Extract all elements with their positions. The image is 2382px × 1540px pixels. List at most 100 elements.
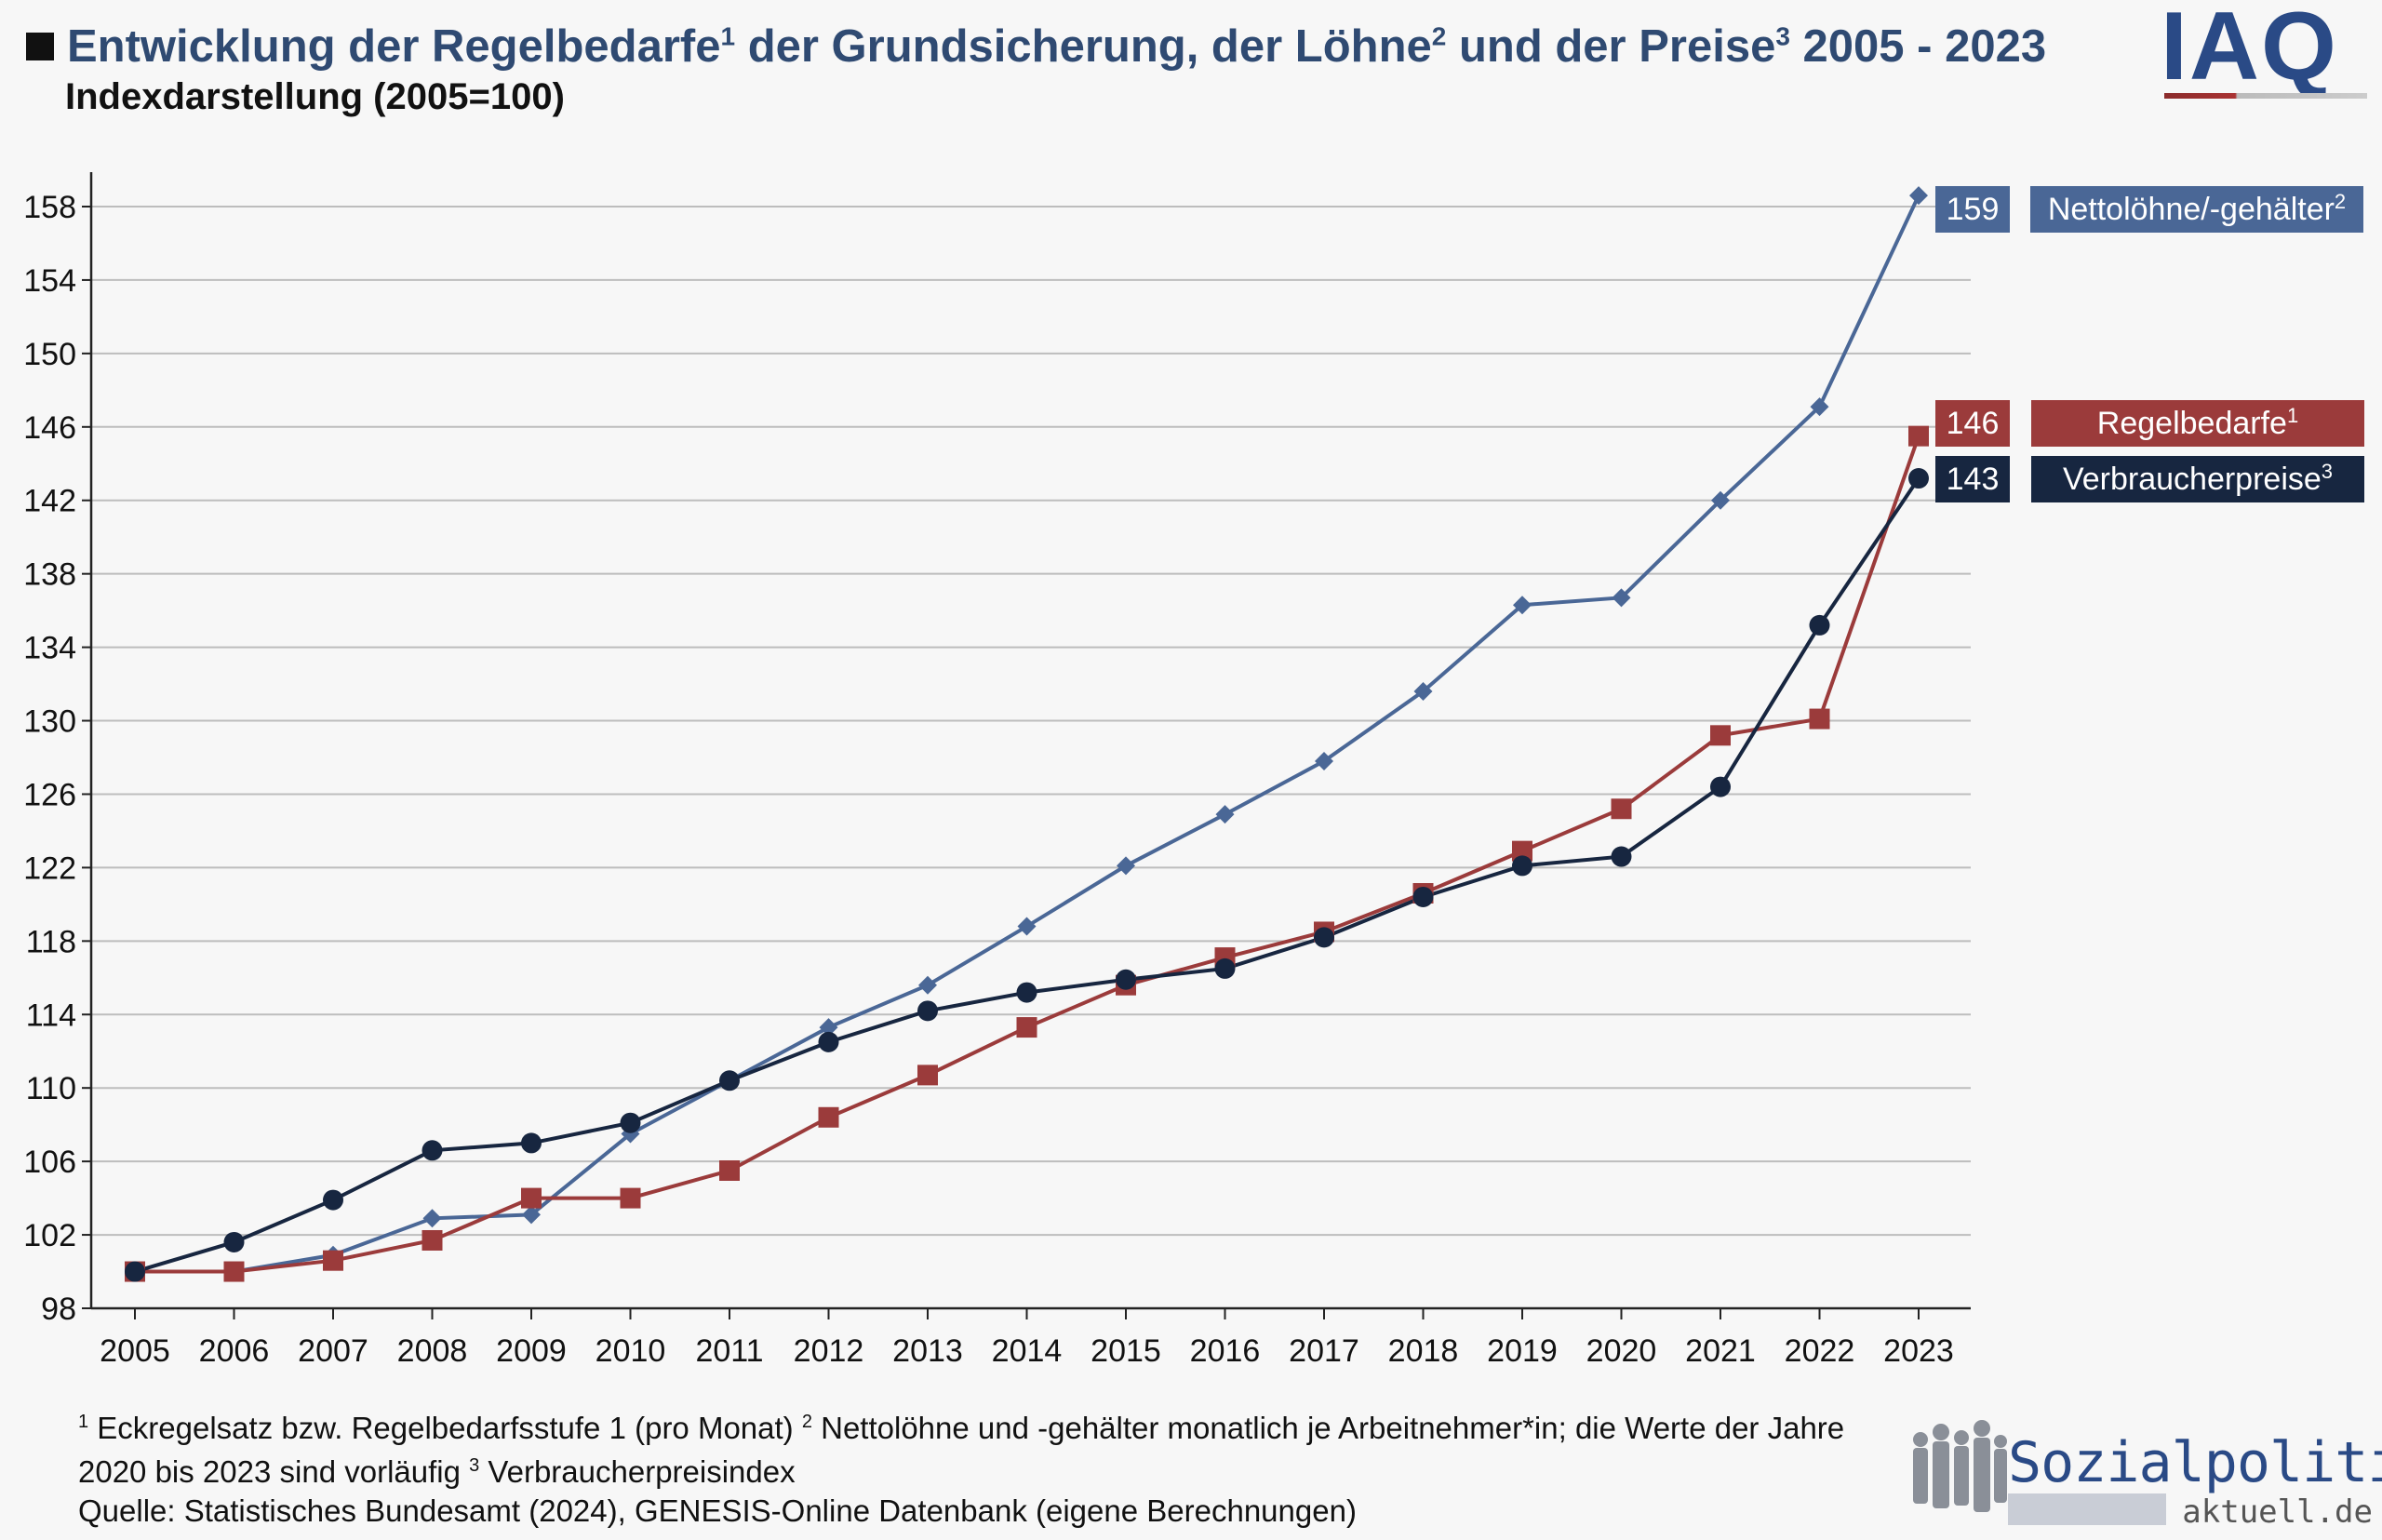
footnote-2-mark: 2 [801,1412,812,1432]
x-tick-label: 2016 [1190,1333,1261,1369]
sozialpolitik-logo-main: Sozialpolitik- [2008,1430,2382,1495]
data-point-circle [1908,468,1929,489]
y-tick-label: 110 [26,1071,76,1106]
data-point-circle [1611,846,1632,867]
data-point-square [1809,708,1830,730]
x-tick-label: 2019 [1487,1333,1558,1369]
y-tick-label: 102 [23,1218,76,1253]
series-name-box [2030,186,2363,233]
y-tick-label: 98 [41,1292,76,1327]
x-tick-label: 2020 [1586,1333,1657,1369]
iaq-logo-text: IAQ [2161,0,2338,100]
data-point-circle [917,1000,938,1022]
data-point-circle [1116,969,1136,990]
x-tick-label: 2013 [892,1333,963,1369]
end-value-label: 146 [1947,406,2000,441]
series-line-1 [135,435,1920,1274]
data-point-diamond [522,1205,541,1225]
x-tick-label: 2017 [1289,1333,1359,1369]
y-tick-label: 106 [23,1145,76,1180]
data-point-circle [1512,855,1532,877]
x-tick-label: 2014 [992,1333,1063,1369]
data-point-circle [223,1231,245,1252]
x-tick-label: 2012 [794,1333,864,1369]
title-sup-2: 2 [1431,21,1447,51]
y-tick-label: 142 [23,484,76,519]
data-point-square [223,1261,245,1282]
x-tick-label: 2008 [397,1333,468,1369]
iaq-logo: IAQ [2161,0,2370,104]
x-tick-label: 2011 [695,1333,763,1369]
data-point-diamond [1117,856,1135,876]
data-point-square [1016,1017,1037,1038]
y-tick-label: 154 [23,263,76,299]
title-part-3: und der Preise [1446,21,1776,72]
data-point-circle [818,1031,839,1052]
data-point-diamond [1315,751,1333,770]
data-point-diamond [819,1018,838,1038]
title-text: Entwicklung der Regelbedarfe1 der Grunds… [67,20,2046,73]
iaq-logo-bar [2164,93,2367,99]
data-point-circle [620,1112,641,1133]
y-tick-label: 138 [23,557,76,593]
source-note: Quelle: Statistisches Bundesamt (2024), … [78,1493,1357,1528]
y-tick-label: 114 [26,998,76,1033]
x-tick-label: 2018 [1388,1333,1459,1369]
x-tick-label: 2007 [298,1333,368,1369]
data-point-diamond [918,975,937,995]
data-point-circle [1710,776,1731,797]
data-point-circle [125,1261,145,1282]
x-tick-label: 2021 [1685,1333,1756,1369]
end-value-label: 143 [1947,462,2000,497]
data-point-diamond [1215,805,1235,824]
end-value-box [1935,456,2010,502]
title-part-2: der Grundsicherung, der Löhne [735,21,1432,72]
series-name-label: Regelbedarfe1 [2097,404,2298,441]
data-point-square [422,1229,443,1251]
data-point-circle [1214,957,1236,979]
footnote-1-text: Eckregelsatz bzw. Regelbedarfsstufe 1 (p… [88,1411,802,1445]
data-point-square [719,1160,740,1181]
x-tick-label: 2022 [1785,1333,1855,1369]
series-name-box [2031,456,2364,502]
x-tick-label: 2023 [1883,1333,1954,1369]
series-name-label: Nettolöhne/-gehälter2 [2048,190,2346,227]
end-value-box [1935,186,2010,233]
data-point-diamond [1612,588,1631,608]
chart-subtitle: Indexdarstellung (2005=100) [65,76,565,117]
data-point-square [1611,798,1632,820]
y-tick-label: 122 [23,850,76,886]
data-point-square [917,1065,938,1086]
data-point-square [521,1187,542,1209]
end-value-box [1935,400,2010,447]
data-point-diamond [1017,917,1037,936]
y-tick-label: 146 [23,410,76,446]
y-tick-label: 130 [23,704,76,740]
data-point-square [620,1187,641,1209]
footnote-3-text: Verbraucherpreisindex [479,1454,796,1489]
sozialpolitik-logo-bar [2008,1493,2166,1525]
data-point-circle [1314,927,1334,948]
data-point-circle [1412,886,1434,907]
data-point-circle [1016,982,1037,1003]
data-point-diamond [1810,397,1829,417]
data-point-diamond [422,1209,442,1228]
data-point-diamond [1711,490,1730,510]
y-tick-label: 158 [23,190,76,225]
y-tick-label: 126 [23,777,76,812]
y-tick-label: 118 [26,924,76,959]
people-silhouettes-icon [1913,1420,2007,1512]
sozialpolitik-logo: Sozialpolitik- aktuell.de [1907,1419,2382,1535]
data-point-circle [521,1132,542,1154]
data-point-circle [323,1189,343,1211]
y-tick-label: 150 [23,337,76,372]
data-point-square [323,1250,343,1271]
data-point-diamond [1413,681,1433,701]
title-sup-3: 3 [1775,21,1790,51]
title-part-1: Entwicklung der Regelbedarfe [67,21,721,72]
data-point-circle [422,1140,443,1161]
sozialpolitik-logo-sub: aktuell.de [2182,1493,2373,1531]
title-sup-1: 1 [720,21,736,51]
x-tick-label: 2005 [100,1333,170,1369]
data-point-circle [719,1070,740,1091]
